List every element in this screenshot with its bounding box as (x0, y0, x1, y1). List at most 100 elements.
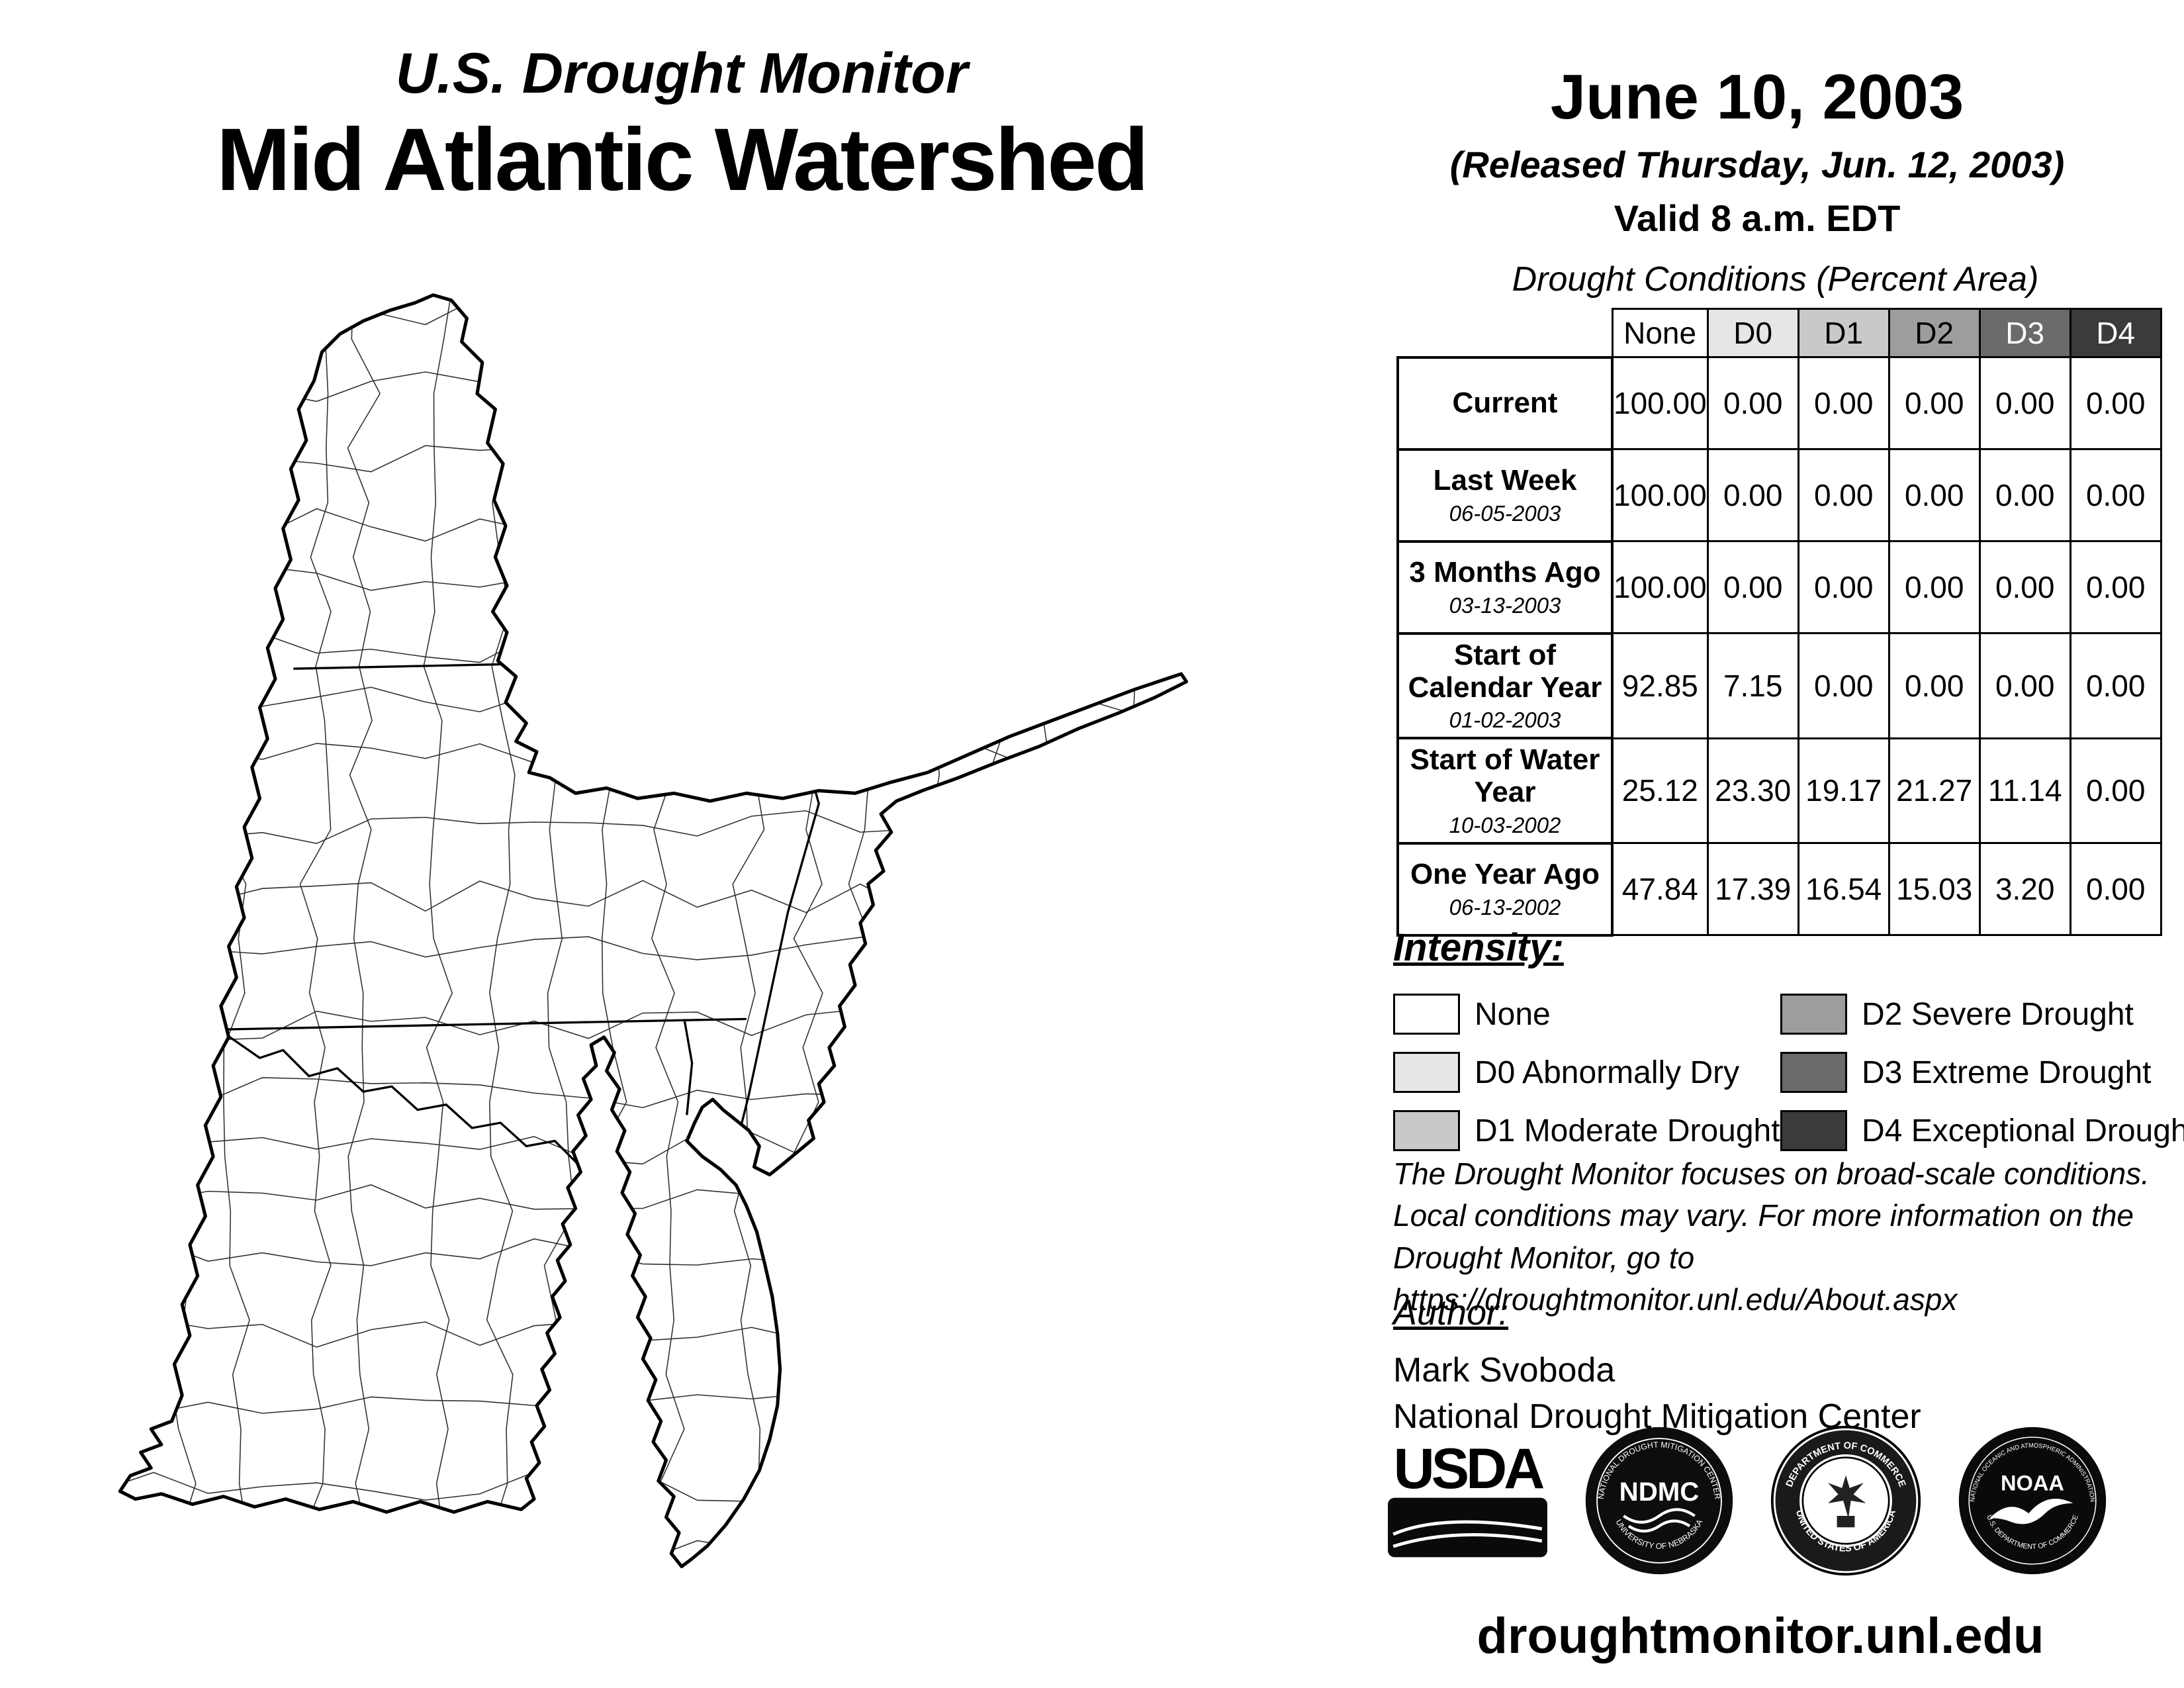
legend-label: D4 Exceptional Drought (1862, 1113, 2184, 1149)
row-label: Start of Water Year 10-03-2002 (1396, 737, 1614, 845)
table-cell: 0.00 (1797, 448, 1890, 542)
table-cell: 0.00 (1797, 540, 1890, 634)
watershed-map (99, 285, 1264, 1582)
row-label-text: Start of Water Year (1410, 743, 1600, 809)
table-cell: 23.30 (1706, 737, 1799, 845)
drought-conditions-table: None D0 D1 D2 D3 D4 Current 100.00 0.00 … (1396, 308, 2162, 937)
table-cell: 0.00 (1706, 448, 1799, 542)
footer-url: droughtmonitor.unl.edu (1477, 1608, 2044, 1664)
row-label: Start of Calendar Year 01-02-2003 (1396, 632, 1614, 740)
legend-swatch-d1 (1393, 1110, 1460, 1151)
noaa-logo: NATIONAL OCEANIC AND ATMOSPHERIC ADMINIS… (1958, 1427, 2107, 1575)
logo-row: USDA NATIONAL DROUGHT MITIGATION CENTER … (1387, 1425, 2109, 1577)
legend-swatch-d3 (1780, 1052, 1847, 1093)
table-cell: 15.03 (1888, 842, 1981, 937)
table-cell: 0.00 (2069, 356, 2162, 450)
table-cell: 0.00 (1978, 540, 2071, 634)
table-cell: 100.00 (1611, 356, 1709, 450)
col-header-none: None (1611, 308, 1709, 358)
legend-swatch-d4 (1780, 1110, 1847, 1151)
legend-label: D2 Severe Drought (1862, 996, 2134, 1032)
ndmc-wordmark: NDMC (1619, 1477, 1700, 1507)
table-cell: 7.15 (1706, 632, 1799, 739)
row-label-date: 03-13-2003 (1449, 592, 1561, 618)
usda-band-icon (1388, 1497, 1547, 1558)
valid-time: Valid 8 a.m. EDT (1614, 197, 1901, 239)
report-title: U.S. Drought Monitor (395, 42, 968, 105)
table-cell: 0.00 (2069, 842, 2162, 937)
row-label: One Year Ago 06-13-2002 (1396, 841, 1614, 937)
disclaimer-line: The Drought Monitor focuses on broad-sca… (1393, 1156, 2150, 1191)
table-cell: 11.14 (1978, 737, 2071, 845)
table-cell: 47.84 (1611, 842, 1709, 937)
disclaimer-line: Drought Monitor, go to https://droughtmo… (1393, 1240, 1958, 1317)
author-title: Author: (1393, 1293, 1509, 1333)
legend-item-none: None (1393, 994, 1780, 1035)
table-cell: 100.00 (1611, 448, 1709, 542)
ndmc-logo: NATIONAL DROUGHT MITIGATION CENTER UNIVE… (1585, 1427, 1733, 1575)
legend-label: D1 Moderate Drought (1475, 1113, 1780, 1149)
col-header-d0: D0 (1706, 308, 1799, 358)
table-cell: 0.00 (1797, 356, 1890, 450)
legend-item-d2: D2 Severe Drought (1780, 994, 2184, 1035)
table-cell: 19.17 (1797, 737, 1890, 845)
disclaimer-line: Local conditions may vary. For more info… (1393, 1198, 2134, 1233)
table-cell: 0.00 (2069, 737, 2162, 845)
table-title: Drought Conditions (Percent Area) (1512, 260, 2039, 299)
row-label: Last Week 06-05-2003 (1396, 447, 1614, 543)
row-label-date: 01-02-2003 (1449, 708, 1561, 733)
author-block: Author: Mark Svoboda National Drought Mi… (1393, 1292, 1921, 1436)
table-cell: 0.00 (1888, 540, 1981, 634)
legend-item-d3: D3 Extreme Drought (1780, 1052, 2184, 1093)
table-cell: 25.12 (1611, 737, 1709, 845)
legend-label: D0 Abnormally Dry (1475, 1055, 1740, 1090)
table-cell: 0.00 (1706, 356, 1799, 450)
legend-item-d4: D4 Exceptional Drought (1780, 1110, 2184, 1151)
table-cell: 17.39 (1706, 842, 1799, 937)
table-cell: 0.00 (1888, 448, 1981, 542)
table-cell: 0.00 (2069, 540, 2162, 634)
row-label: Current (1396, 355, 1614, 451)
table-row-start-water-year: Start of Water Year 10-03-2002 25.12 23.… (1396, 737, 2162, 845)
watershed-map-svg (118, 293, 1189, 1569)
table-cell: 0.00 (1978, 632, 2071, 739)
legend-label: None (1475, 996, 1551, 1032)
table-cell: 0.00 (1706, 540, 1799, 634)
row-label-text: Current (1452, 387, 1558, 420)
table-row-3-months-ago: 3 Months Ago 03-13-2003 100.00 0.00 0.00… (1396, 539, 2162, 635)
legend-item-d0: D0 Abnormally Dry (1393, 1052, 1780, 1093)
row-label-text: Start of Calendar Year (1408, 638, 1602, 704)
legend-swatch-d0 (1393, 1052, 1460, 1093)
legend-label: D3 Extreme Drought (1862, 1055, 2152, 1090)
date-block: June 10, 2003 (Released Thursday, Jun. 1… (1443, 61, 2071, 240)
row-label-date: 06-13-2002 (1449, 894, 1561, 919)
author-name: Mark Svoboda (1393, 1351, 1615, 1389)
table-cell: 0.00 (1797, 632, 1890, 739)
table-row-one-year-ago: One Year Ago 06-13-2002 47.84 17.39 16.5… (1396, 841, 2162, 937)
legend-swatch-none (1393, 994, 1460, 1035)
legend-grid: None D0 Abnormally Dry D1 Moderate Droug… (1393, 994, 2184, 1151)
col-header-d1: D1 (1797, 308, 1890, 358)
legend-swatch-d2 (1780, 994, 1847, 1035)
table-cell: 92.85 (1611, 632, 1709, 739)
disclaimer: The Drought Monitor focuses on broad-sca… (1393, 1153, 2184, 1321)
table-cell: 16.54 (1797, 842, 1890, 937)
region-title: Mid Atlantic Watershed (216, 111, 1149, 209)
table-cell: 0.00 (1888, 356, 1981, 450)
table-header-row: None D0 D1 D2 D3 D4 (1398, 308, 2162, 358)
table-row-start-calendar-year: Start of Calendar Year 01-02-2003 92.85 … (1396, 632, 2162, 740)
col-header-d3: D3 (1978, 308, 2071, 358)
table-cell: 0.00 (2069, 632, 2162, 739)
row-label-date: 06-05-2003 (1449, 500, 1561, 526)
county-boundaries (120, 295, 1187, 1567)
row-label-text: One Year Ago (1410, 858, 1600, 891)
table-row-last-week: Last Week 06-05-2003 100.00 0.00 0.00 0.… (1396, 447, 2162, 543)
table-cell: 0.00 (2069, 448, 2162, 542)
usda-wordmark: USDA (1393, 1436, 1545, 1501)
table-cell: 0.00 (1978, 356, 2071, 450)
table-cell: 100.00 (1611, 540, 1709, 634)
table-corner-cell (1398, 308, 1612, 357)
usda-logo: USDA (1387, 1436, 1549, 1560)
commerce-logo: DEPARTMENT OF COMMERCE UNITED STATES OF … (1770, 1425, 1921, 1576)
col-header-d2: D2 (1888, 308, 1981, 358)
